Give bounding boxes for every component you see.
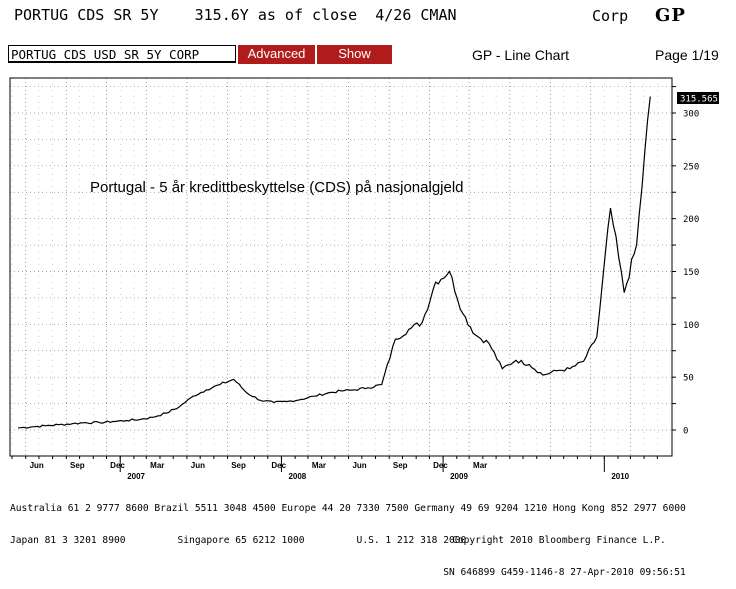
x-month-label: Sep bbox=[393, 461, 408, 470]
x-month-label: Sep bbox=[231, 461, 246, 470]
x-month-label: Dec bbox=[271, 461, 286, 470]
x-month-label: Dec bbox=[110, 461, 125, 470]
advanced-button[interactable]: Advanced bbox=[238, 45, 316, 64]
chart-grid bbox=[10, 78, 672, 456]
footer-line-2: Japan 81 3 3201 8900 Singapore 65 6212 1… bbox=[10, 534, 467, 546]
last-value-label: 315.565 bbox=[680, 95, 718, 105]
series-line bbox=[18, 96, 651, 429]
y-tick-label: 250 bbox=[683, 162, 699, 172]
chart-title: Portugal - 5 år kredittbeskyttelse (CDS)… bbox=[90, 179, 464, 196]
x-month-label: Mar bbox=[312, 461, 326, 470]
gp-function-logo: GP bbox=[655, 5, 686, 26]
x-month-label: Jun bbox=[191, 461, 205, 470]
footer-serial: SN 646899 G459-1146-8 27-Apr-2010 09:56:… bbox=[443, 566, 686, 578]
x-year-label: 2010 bbox=[611, 472, 629, 480]
security-input[interactable]: PORTUG CDS USD SR 5Y CORP bbox=[8, 45, 236, 63]
last-value-tag: 315.565 bbox=[677, 92, 719, 105]
x-month-label: Sep bbox=[70, 461, 85, 470]
x-month-label: Jun bbox=[352, 461, 366, 470]
footer-copyright: Copyright 2010 Bloomberg Finance L.P. bbox=[452, 534, 666, 546]
x-year-label: 2008 bbox=[288, 472, 306, 480]
y-tick-label: 300 bbox=[683, 110, 699, 120]
show-button[interactable]: Show bbox=[317, 45, 393, 64]
y-tick-label: 100 bbox=[683, 321, 699, 331]
y-axis: 0 50 100 150 200 250 300 bbox=[672, 86, 699, 437]
x-year-label: 2009 bbox=[450, 472, 468, 480]
footer-contacts: Australia 61 2 9777 8600 Brazil 5511 304… bbox=[10, 483, 686, 589]
plot-frame bbox=[9, 77, 673, 457]
y-tick-label: 150 bbox=[683, 268, 699, 278]
y-tick-label: 0 bbox=[683, 427, 688, 437]
x-month-label: Mar bbox=[473, 461, 487, 470]
y-tick-label: 50 bbox=[683, 374, 694, 384]
security-title: PORTUG CDS SR 5Y 315.6Y as of close 4/26… bbox=[14, 6, 457, 24]
x-month-label: Jun bbox=[30, 461, 44, 470]
market-sector-label: Corp bbox=[592, 7, 629, 25]
x-month-label: Mar bbox=[150, 461, 164, 470]
x-year-label: 2007 bbox=[127, 472, 145, 480]
x-month-label: Dec bbox=[433, 461, 448, 470]
chart-type-label: GP - Line Chart bbox=[472, 47, 570, 63]
footer-line-1: Australia 61 2 9777 8600 Brazil 5511 304… bbox=[10, 503, 686, 515]
page-indicator[interactable]: Page 1/19 bbox=[655, 47, 719, 63]
y-tick-label: 200 bbox=[683, 215, 699, 225]
